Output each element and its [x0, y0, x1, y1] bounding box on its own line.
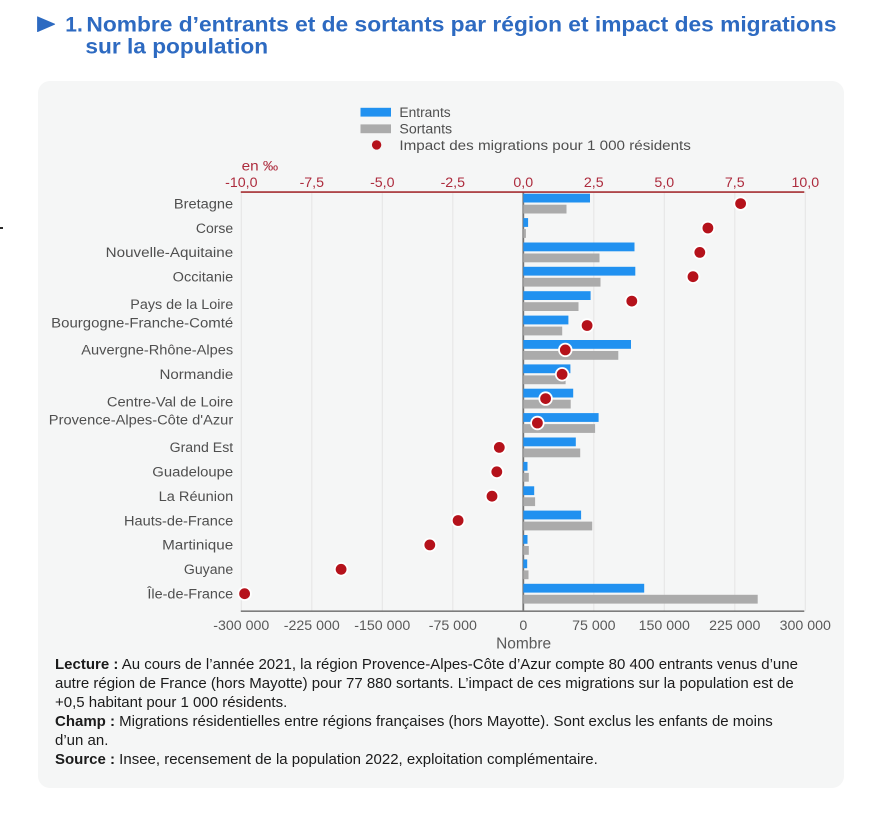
- svg-text:Centre-Val de Loire: Centre-Val de Loire: [107, 394, 233, 409]
- svg-text:300 000: 300 000: [780, 618, 831, 634]
- svg-text:-150 000: -150 000: [354, 618, 410, 634]
- svg-text:Guyane: Guyane: [184, 562, 233, 577]
- svg-text:Nombre d’entrants et de sortan: Nombre d’entrants et de sortants par rég…: [86, 14, 836, 37]
- svg-text:Nombre: Nombre: [496, 635, 551, 652]
- svg-text:La Réunion: La Réunion: [159, 489, 234, 504]
- svg-text:-300 000: -300 000: [213, 618, 269, 634]
- svg-text:0: 0: [519, 618, 527, 634]
- svg-text:-225 000: -225 000: [284, 618, 340, 634]
- svg-text:Hauts-de-France: Hauts-de-France: [124, 513, 233, 528]
- svg-text:75 000: 75 000: [572, 618, 616, 634]
- svg-text:7,5: 7,5: [725, 175, 745, 191]
- svg-text:225 000: 225 000: [709, 618, 760, 634]
- svg-text:150 000: 150 000: [639, 618, 690, 634]
- svg-text:Pays de la Loire: Pays de la Loire: [130, 297, 233, 312]
- svg-text:-2,5: -2,5: [441, 175, 466, 191]
- svg-text:Corse: Corse: [196, 221, 233, 236]
- svg-text:10,0: 10,0: [791, 175, 819, 191]
- svg-text:Entrants: Entrants: [399, 105, 451, 120]
- svg-text:Bourgogne-Franche-Comté: Bourgogne-Franche-Comté: [51, 315, 233, 330]
- svg-text:Bretagne: Bretagne: [174, 196, 233, 211]
- svg-text:-5,0: -5,0: [370, 175, 395, 191]
- svg-text:Île-de-France: Île-de-France: [146, 587, 233, 602]
- svg-text:0,0: 0,0: [513, 175, 533, 191]
- svg-text:Sortants: Sortants: [399, 122, 452, 137]
- svg-text:Martinique: Martinique: [162, 538, 233, 553]
- svg-text:2,5: 2,5: [584, 175, 604, 191]
- svg-text:Provence-Alpes-Côte d'Azur: Provence-Alpes-Côte d'Azur: [49, 413, 234, 428]
- svg-text:Occitanie: Occitanie: [173, 270, 234, 285]
- svg-text:-75 000: -75 000: [429, 618, 477, 634]
- svg-text:-10,0: -10,0: [225, 175, 257, 191]
- svg-text:1.: 1.: [65, 14, 83, 37]
- svg-text:sur la population: sur la population: [85, 36, 268, 59]
- svg-text:5,0: 5,0: [654, 175, 674, 191]
- svg-text:Normandie: Normandie: [160, 367, 234, 382]
- svg-text:Guadeloupe: Guadeloupe: [152, 465, 233, 480]
- svg-text:Auvergne-Rhône-Alpes: Auvergne-Rhône-Alpes: [81, 343, 233, 358]
- svg-text:Nouvelle-Aquitaine: Nouvelle-Aquitaine: [106, 245, 234, 260]
- svg-text:Grand Est: Grand Est: [170, 440, 234, 455]
- svg-text:-7,5: -7,5: [300, 175, 325, 191]
- svg-text:Impact des migrations pour 1 0: Impact des migrations pour 1 000 résiden…: [399, 138, 691, 153]
- svg-text:en ‰: en ‰: [242, 157, 279, 173]
